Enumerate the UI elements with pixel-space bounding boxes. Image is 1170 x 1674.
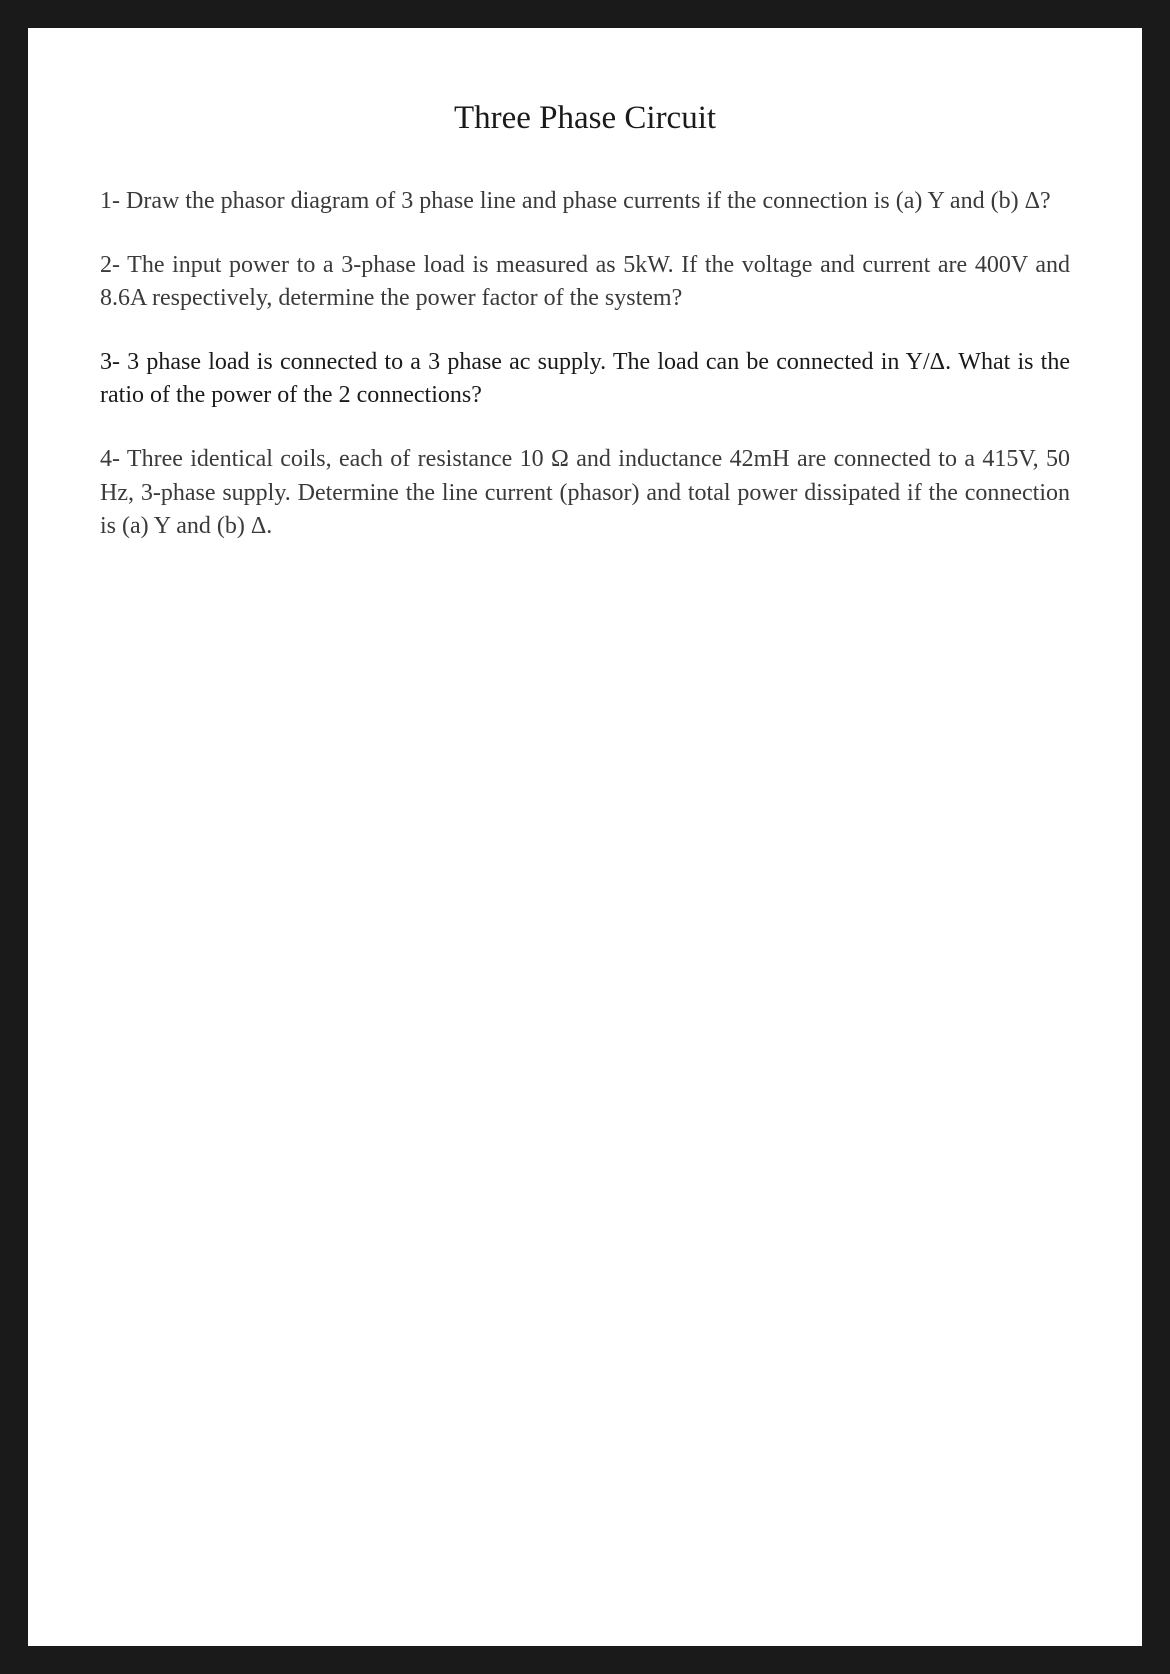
page-title: Three Phase Circuit xyxy=(100,100,1070,137)
question-1: 1- Draw the phasor diagram of 3 phase li… xyxy=(100,185,1070,219)
question-4: 4- Three identical coils, each of resist… xyxy=(100,443,1070,544)
question-2: 2- The input power to a 3-phase load is … xyxy=(100,249,1070,316)
question-3: 3- 3 phase load is connected to a 3 phas… xyxy=(100,346,1070,413)
document-page: Three Phase Circuit 1- Draw the phasor d… xyxy=(28,28,1142,1646)
